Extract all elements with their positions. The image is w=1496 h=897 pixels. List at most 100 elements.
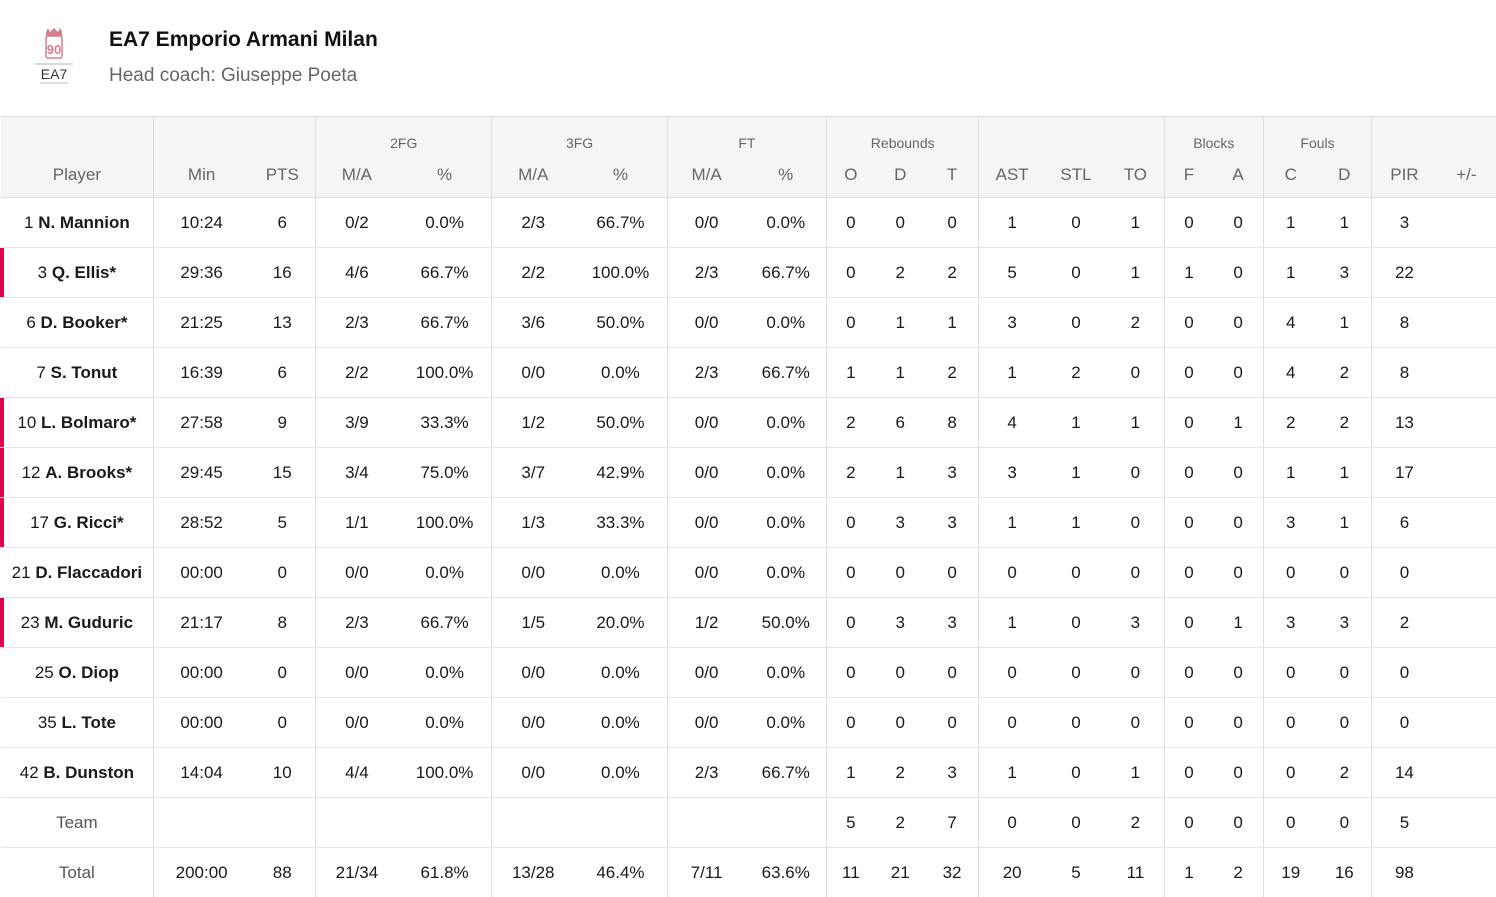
stat-cell-f: 0	[1164, 798, 1213, 848]
stat-cell--: 66.7%	[398, 248, 492, 298]
player-cell: 17 G. Ricci*	[1, 498, 153, 548]
player-name-link[interactable]: B. Dunston	[43, 763, 134, 782]
column-header-10[interactable]: D	[875, 153, 926, 198]
player-name-link[interactable]: G. Ricci*	[54, 513, 124, 532]
stat-cell-f: 0	[1164, 348, 1213, 398]
column-header-5[interactable]: M/A	[492, 153, 574, 198]
player-name-link[interactable]: Q. Ellis*	[52, 263, 116, 282]
player-name-link[interactable]: A. Brooks*	[45, 463, 132, 482]
column-header-19[interactable]: PIR	[1372, 153, 1437, 198]
stat-cell-to: 1	[1107, 248, 1164, 298]
stat-cell-pts: 13	[249, 298, 315, 348]
player-name-link[interactable]: L. Tote	[61, 713, 115, 732]
column-header-3[interactable]: M/A	[316, 153, 398, 198]
head-coach-name: Giuseppe Poeta	[221, 65, 357, 86]
stat-cell--	[1437, 598, 1496, 648]
stat-cell--	[574, 798, 667, 848]
stat-cell-m-a: 3/7	[492, 448, 574, 498]
stat-cell-o: 1	[827, 748, 875, 798]
player-cell: 7 S. Tonut	[1, 348, 153, 398]
column-header-11[interactable]: T	[926, 153, 979, 198]
column-header-20[interactable]: +/-	[1437, 153, 1496, 198]
stat-cell-m-a: 13/28	[492, 848, 574, 897]
stat-cell-stl: 5	[1045, 848, 1107, 897]
stat-cell-f: 0	[1164, 548, 1213, 598]
column-header-18[interactable]: D	[1318, 153, 1372, 198]
stat-cell-m-a	[667, 798, 745, 848]
stat-cell-d: 3	[875, 598, 926, 648]
player-name-link[interactable]: S. Tonut	[51, 363, 118, 382]
column-header-12[interactable]: AST	[979, 153, 1045, 198]
stat-cell-to: 0	[1107, 648, 1164, 698]
player-number: 6	[26, 313, 35, 332]
column-group-ft: FT	[667, 117, 826, 154]
stat-cell-ast: 0	[979, 698, 1045, 748]
team-header: 90 EA7 EA7 Emporio Armani Milan Head coa…	[0, 0, 1496, 116]
stat-cell-pts: 0	[249, 698, 315, 748]
player-number: 42	[20, 763, 39, 782]
player-number: 21	[12, 563, 31, 582]
player-name-link[interactable]: M. Guduric	[44, 613, 133, 632]
column-header-9[interactable]: O	[827, 153, 875, 198]
column-group-blank-1	[153, 117, 315, 154]
player-name-link[interactable]: L. Bolmaro*	[41, 413, 136, 432]
player-name-link[interactable]: O. Diop	[58, 663, 118, 682]
column-header-17[interactable]: C	[1263, 153, 1317, 198]
column-header-6[interactable]: %	[574, 153, 667, 198]
stat-cell-o: 0	[827, 298, 875, 348]
stat-cell-f: 0	[1164, 198, 1213, 248]
player-name-link[interactable]: D. Booker*	[41, 313, 128, 332]
stat-cell-f: 0	[1164, 748, 1213, 798]
stat-cell-stl: 1	[1045, 398, 1107, 448]
stat-cell-o: 0	[827, 248, 875, 298]
stat-cell-to: 2	[1107, 298, 1164, 348]
column-header-7[interactable]: M/A	[667, 153, 745, 198]
stat-cell-o: 0	[827, 598, 875, 648]
stat-cell--: 63.6%	[745, 848, 826, 897]
stat-cell-o: 0	[827, 498, 875, 548]
stat-cell-to: 11	[1107, 848, 1164, 897]
stat-cell-to: 3	[1107, 598, 1164, 648]
stat-cell-min: 200:00	[153, 848, 249, 897]
stat-cell-c: 19	[1263, 848, 1317, 897]
column-header-1[interactable]: Min	[153, 153, 249, 198]
stat-cell-m-a: 0/0	[316, 548, 398, 598]
player-number: 12	[22, 463, 41, 482]
stat-cell-ast: 1	[979, 198, 1045, 248]
stat-cell--	[1437, 498, 1496, 548]
stat-cell--: 46.4%	[574, 848, 667, 897]
stat-cell-d: 3	[1318, 598, 1372, 648]
column-group-fouls: Fouls	[1263, 117, 1371, 154]
column-header-13[interactable]: STL	[1045, 153, 1107, 198]
column-header-8[interactable]: %	[745, 153, 826, 198]
stat-cell-stl: 0	[1045, 798, 1107, 848]
stat-cell--: 61.8%	[398, 848, 492, 897]
team-logo-icon: 90 EA7	[34, 28, 74, 86]
stat-cell-d: 2	[1318, 348, 1372, 398]
stat-cell-m-a: 1/1	[316, 498, 398, 548]
stat-cell-pir: 8	[1372, 348, 1437, 398]
stat-cell-min: 27:58	[153, 398, 249, 448]
column-header-2[interactable]: PTS	[249, 153, 315, 198]
stat-cell-d: 21	[875, 848, 926, 897]
stat-cell--: 0.0%	[398, 548, 492, 598]
stat-cell-stl: 0	[1045, 198, 1107, 248]
column-header-0[interactable]: Player	[1, 153, 153, 198]
stat-cell-d: 0	[1318, 648, 1372, 698]
stat-cell-d: 1	[875, 448, 926, 498]
column-header-16[interactable]: A	[1213, 153, 1263, 198]
stat-cell-f: 0	[1164, 698, 1213, 748]
column-header-4[interactable]: %	[398, 153, 492, 198]
stat-cell--: 0.0%	[398, 648, 492, 698]
stat-cell-t: 0	[926, 698, 979, 748]
column-header-15[interactable]: F	[1164, 153, 1213, 198]
column-header-14[interactable]: TO	[1107, 153, 1164, 198]
stat-cell-m-a: 2/3	[667, 748, 745, 798]
player-name-link[interactable]: N. Mannion	[38, 213, 130, 232]
player-name-link[interactable]: D. Flaccadori	[35, 563, 142, 582]
